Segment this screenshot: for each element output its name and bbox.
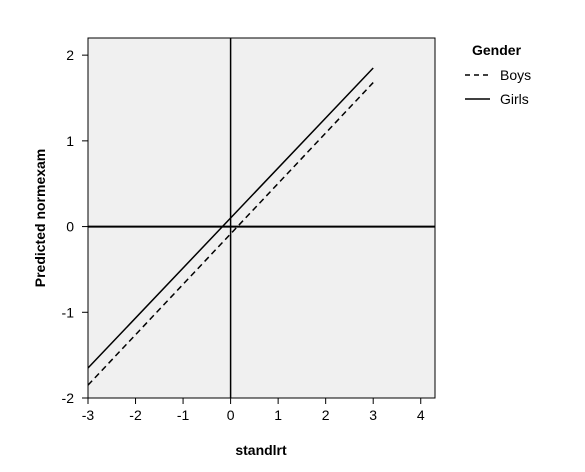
plot-area xyxy=(87,37,436,399)
y-tick-label: 0 xyxy=(66,219,74,235)
legend-label-boys: Boys xyxy=(500,67,531,83)
series-lines xyxy=(87,67,374,386)
y-tick-label: -2 xyxy=(62,390,75,406)
x-axis-ticks: -3 -2 -1 0 1 2 3 4 xyxy=(82,398,425,423)
y-axis-title: Predicted normexam xyxy=(32,149,48,288)
legend-label-girls: Girls xyxy=(500,91,529,107)
x-axis-title: standlrt xyxy=(235,442,287,458)
y-tick-label: 2 xyxy=(66,47,74,63)
x-tick-label: 3 xyxy=(369,407,377,423)
x-tick-label: 2 xyxy=(322,407,330,423)
x-tick-label: 4 xyxy=(417,407,425,423)
x-tick-label: -2 xyxy=(129,407,142,423)
series-line-girls xyxy=(87,67,374,369)
x-tick-label: 1 xyxy=(274,407,282,423)
legend-title: Gender xyxy=(472,42,522,58)
y-tick-label: 1 xyxy=(66,133,74,149)
y-axis-ticks: 2 1 0 -1 -2 xyxy=(62,47,88,406)
y-tick-label: -1 xyxy=(62,304,75,320)
x-tick-label: 0 xyxy=(227,407,235,423)
x-tick-label: -3 xyxy=(82,407,95,423)
legend: Gender Boys Girls xyxy=(465,42,531,107)
x-tick-label: -1 xyxy=(177,407,190,423)
